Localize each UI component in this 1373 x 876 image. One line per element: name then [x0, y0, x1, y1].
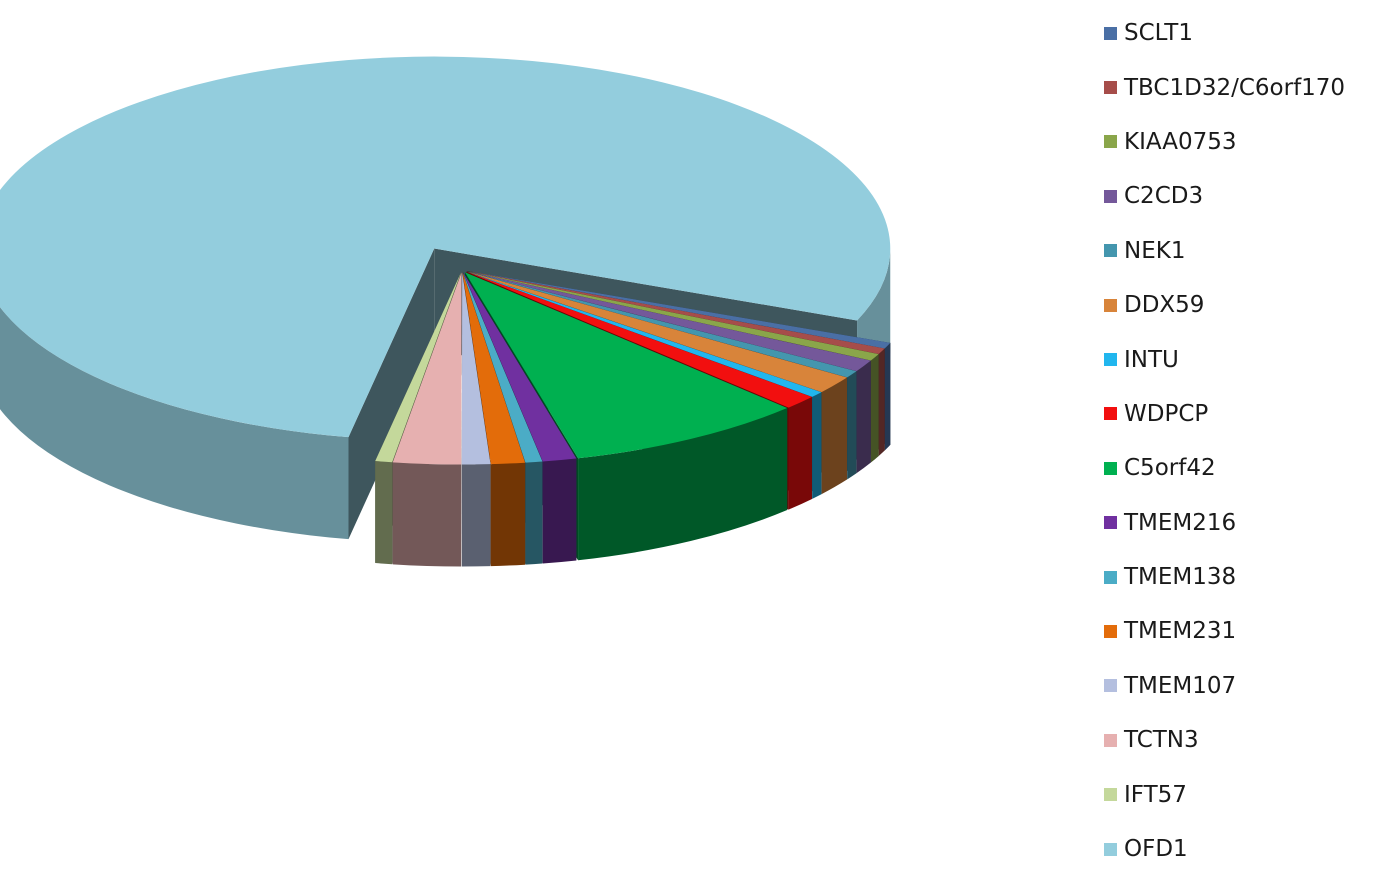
- legend-swatch: [1104, 843, 1117, 856]
- legend-swatch: [1104, 81, 1117, 94]
- legend-swatch: [1104, 625, 1117, 638]
- legend-item: TCTN3: [1104, 713, 1345, 767]
- slice-outer-wall: [525, 462, 542, 565]
- legend-swatch: [1104, 788, 1117, 801]
- legend-label: OFD1: [1124, 836, 1188, 862]
- legend-label: TMEM107: [1124, 673, 1236, 699]
- legend-swatch: [1104, 571, 1117, 584]
- legend-swatch: [1104, 679, 1117, 692]
- slice-outer-wall: [885, 343, 891, 451]
- legend-swatch: [1104, 190, 1117, 203]
- legend-label: TCTN3: [1124, 727, 1199, 753]
- legend-label: C2CD3: [1124, 183, 1203, 209]
- slice-outer-wall: [543, 458, 577, 563]
- legend-label: C5orf42: [1124, 455, 1216, 481]
- legend-label: TBC1D32/C6orf170: [1124, 75, 1345, 101]
- legend-label: INTU: [1124, 347, 1179, 373]
- legend-item: TBC1D32/C6orf170: [1104, 60, 1345, 114]
- legend-swatch: [1104, 135, 1117, 148]
- legend-label: DDX59: [1124, 292, 1204, 318]
- legend-item: WDPCP: [1104, 387, 1345, 441]
- legend-label: TMEM138: [1124, 564, 1236, 590]
- legend-label: WDPCP: [1124, 401, 1208, 427]
- legend-swatch: [1104, 516, 1117, 529]
- legend-swatch: [1104, 353, 1117, 366]
- slice-outer-wall: [871, 354, 879, 462]
- slice-outer-wall: [491, 463, 525, 566]
- slice-outer-wall: [847, 371, 856, 479]
- slice-outer-wall: [375, 461, 392, 564]
- legend-item: KIAA0753: [1104, 115, 1345, 169]
- slice-outer-wall: [857, 361, 871, 474]
- legend-label: NEK1: [1124, 238, 1185, 264]
- legend-label: TMEM231: [1124, 618, 1236, 644]
- slice-outer-wall: [822, 378, 847, 495]
- legend-swatch: [1104, 734, 1117, 747]
- slice-outer-wall: [879, 349, 885, 456]
- legend-item: IFT57: [1104, 767, 1345, 821]
- legend-label: TMEM216: [1124, 510, 1236, 536]
- legend-item: TMEM138: [1104, 550, 1345, 604]
- slice-outer-wall: [462, 464, 491, 566]
- legend-item: C2CD3: [1104, 169, 1345, 223]
- legend-item: OFD1: [1104, 822, 1345, 876]
- legend-label: SCLT1: [1124, 20, 1193, 46]
- pie-chart: SCLT1 TBC1D32/C6orf170 KIAA0753 C2CD3 NE…: [0, 0, 1373, 823]
- legend-item: C5orf42: [1104, 441, 1345, 495]
- legend-swatch: [1104, 462, 1117, 475]
- legend-swatch: [1104, 27, 1117, 40]
- legend-item: TMEM216: [1104, 496, 1345, 550]
- slice-outer-wall: [812, 392, 821, 499]
- legend-label: IFT57: [1124, 782, 1187, 808]
- legend-swatch: [1104, 407, 1117, 420]
- legend-item: TMEM107: [1104, 659, 1345, 713]
- legend-label: KIAA0753: [1124, 129, 1237, 155]
- legend-swatch: [1104, 244, 1117, 257]
- legend-item: INTU: [1104, 332, 1345, 386]
- legend-item: TMEM231: [1104, 604, 1345, 658]
- legend-item: NEK1: [1104, 224, 1345, 278]
- slice-outer-wall: [393, 462, 462, 566]
- legend: SCLT1 TBC1D32/C6orf170 KIAA0753 C2CD3 NE…: [1104, 6, 1345, 876]
- slice-outer-wall: [789, 397, 812, 510]
- legend-item: DDX59: [1104, 278, 1345, 332]
- legend-item: SCLT1: [1104, 6, 1345, 60]
- legend-swatch: [1104, 299, 1117, 312]
